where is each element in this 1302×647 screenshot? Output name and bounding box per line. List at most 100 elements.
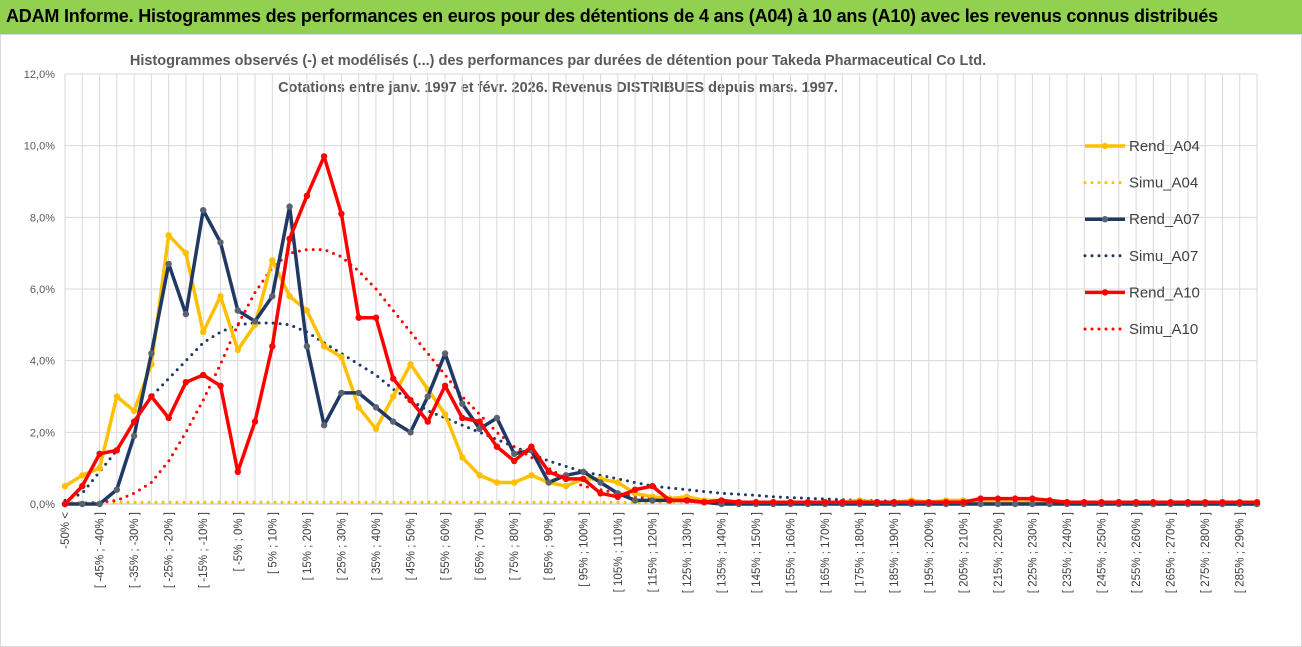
- data-point: [493, 414, 501, 422]
- x-tick-label: [ -45% ; -40% ]: [95, 512, 107, 588]
- y-tick-label: 0,0%: [30, 499, 55, 511]
- y-tick-label: 2,0%: [30, 427, 55, 439]
- data-point: [165, 232, 172, 239]
- data-point: [79, 482, 86, 490]
- x-tick-label: [ 125% ; 130% ]: [682, 512, 694, 593]
- data-point: [528, 443, 535, 450]
- x-tick-label: [ 85% ; 90% ]: [544, 512, 556, 580]
- x-tick-label: [ 15% ; 20% ]: [302, 512, 314, 580]
- data-point: [1150, 499, 1157, 506]
- data-point: [476, 418, 483, 425]
- legend: Rend_A04 Simu_A04 Rend_A07 Simu_A07 Rend_A10…: [1083, 138, 1200, 338]
- data-point: [355, 389, 362, 397]
- x-tick-label: [ 235% ; 240% ]: [1062, 512, 1074, 593]
- data-point: [320, 153, 328, 160]
- data-point: [631, 497, 639, 504]
- data-point: [1236, 499, 1243, 506]
- x-tick-label: [ 175% ; 180% ]: [855, 512, 867, 593]
- data-point: [1202, 499, 1209, 506]
- data-point: [511, 450, 518, 457]
- data-point: [545, 468, 552, 475]
- data-point: [873, 499, 881, 506]
- series-line-simu-a07: [63, 321, 1259, 506]
- data-point: [476, 425, 483, 432]
- data-point: [562, 475, 570, 483]
- x-tick-label: [ 25% ; 30% ]: [336, 512, 348, 580]
- series-line-simu-a10: [63, 248, 1259, 506]
- data-point: [200, 328, 207, 336]
- data-point: [303, 307, 311, 314]
- data-point: [234, 468, 241, 475]
- data-point: [113, 393, 121, 400]
- data-point: [1029, 500, 1036, 508]
- header-title: ADAM Informe. Histogrammes des performan…: [6, 6, 1218, 26]
- data-point: [493, 443, 501, 450]
- data-point: [96, 450, 103, 457]
- data-point: [994, 495, 1002, 502]
- header-bar: ADAM Informe. Histogrammes des performan…: [0, 0, 1302, 34]
- x-tick-label: [ 205% ; 210% ]: [958, 512, 970, 593]
- data-point: [165, 260, 172, 268]
- data-point: [96, 465, 103, 472]
- x-tick-label: [ 115% ; 120% ]: [647, 512, 659, 592]
- data-point: [390, 393, 397, 400]
- data-point: [390, 418, 397, 425]
- data-point: [96, 500, 103, 508]
- data-point: [286, 235, 293, 242]
- x-tick-label: [ 55% ; 60% ]: [440, 512, 452, 580]
- data-point: [787, 499, 794, 506]
- data-point: [994, 500, 1002, 508]
- data-point: [942, 499, 950, 506]
- series-line-rend-a04: [64, 233, 1257, 506]
- data-point: [217, 293, 224, 300]
- data-point: [701, 499, 708, 506]
- x-tick-label: [ 285% ; 290% ]: [1235, 512, 1247, 593]
- data-point: [148, 350, 155, 357]
- data-point: [459, 454, 466, 461]
- data-point: [908, 499, 915, 506]
- data-point: [562, 482, 570, 490]
- y-axis-ticks: 0,0% 2,0% 4,0% 6,0% 8,0% 10,0% 12,0%: [24, 69, 55, 511]
- data-point: [977, 495, 984, 502]
- data-point: [338, 389, 345, 397]
- x-tick-label: [ 165% ; 170% ]: [820, 512, 832, 593]
- data-point: [148, 393, 155, 400]
- legend-label: Simu_A10: [1129, 321, 1198, 338]
- data-point: [407, 429, 414, 436]
- data-point: [649, 497, 656, 504]
- data-point: [338, 210, 345, 217]
- data-point: [1219, 499, 1226, 506]
- legend-marker: [1101, 142, 1109, 150]
- data-point: [1098, 499, 1105, 506]
- data-point: [839, 499, 846, 506]
- legend-marker: [1101, 216, 1109, 223]
- x-tick-label: [ 265% ; 270% ]: [1166, 512, 1178, 593]
- x-tick-label: [ -35% ; -30% ]: [129, 512, 141, 588]
- plot-area: [61, 153, 1261, 508]
- data-point: [269, 343, 276, 350]
- x-tick-label: [ 155% ; 160% ]: [786, 512, 798, 593]
- x-tick-label: [ 65% ; 70% ]: [475, 512, 487, 580]
- data-point: [683, 497, 691, 504]
- series-line-rend-a10: [63, 154, 1257, 506]
- data-point: [441, 350, 449, 357]
- data-point: [614, 493, 621, 500]
- data-point: [217, 239, 224, 246]
- data-point: [735, 499, 742, 506]
- data-point: [1011, 495, 1019, 502]
- legend-label: Rend_A04: [1129, 138, 1200, 155]
- data-point: [1167, 499, 1174, 506]
- data-point: [1081, 499, 1088, 506]
- data-point: [752, 499, 760, 506]
- x-tick-label: [ 135% ; 140% ]: [716, 512, 728, 593]
- x-tick-label: [ 185% ; 190% ]: [889, 512, 901, 593]
- data-point: [251, 318, 259, 325]
- data-point: [338, 353, 345, 361]
- legend-label: Rend_A07: [1129, 211, 1200, 228]
- x-tick-label: [ 275% ; 280% ]: [1200, 512, 1212, 593]
- data-point: [217, 382, 224, 389]
- data-point: [476, 472, 483, 479]
- data-point: [1063, 499, 1071, 506]
